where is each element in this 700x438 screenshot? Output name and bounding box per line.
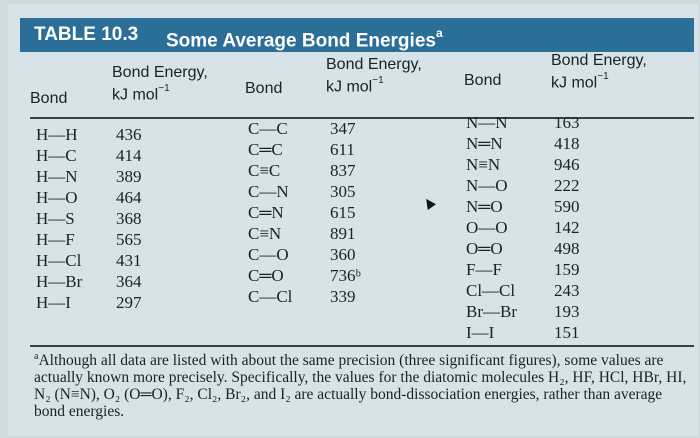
header-energy-3-line2: kJ mol−1 <box>551 71 609 92</box>
table-number: TABLE 10.3 <box>34 24 139 45</box>
bond-label: O═O <box>466 239 503 258</box>
header-energy-1-line2: kJ mol−1 <box>112 83 170 104</box>
header-energy-3: Bond Energy, kJ mol−1 <box>551 52 647 92</box>
energy-column-1: 436 414 389 464 368 565 431 364 297 <box>116 124 142 313</box>
energy-column-3: 163 418 946 222 590 142 498 159 243 193 151 <box>554 112 580 343</box>
bond-label: H—C <box>36 146 77 165</box>
bond-label: N═N <box>466 134 503 153</box>
bond-column-2: C—C C═C C≡C C—N C═N C≡N C—O C═O C—Cl <box>248 118 292 307</box>
bond-energy-value: 151 <box>554 323 580 342</box>
title-footnote-marker: a <box>435 26 443 40</box>
footnote-rule <box>30 345 694 347</box>
bond-energy-value: 339 <box>330 287 356 306</box>
header-energy-2-line2: kJ mol−1 <box>326 75 384 96</box>
bond-energy-value: 142 <box>554 218 580 237</box>
bond-label: C—O <box>248 245 289 264</box>
bond-label: C—N <box>248 182 289 201</box>
bond-energy-value: 611 <box>330 140 355 159</box>
bond-label: N—N <box>466 113 508 132</box>
table-title-bar: TABLE 10.3 Some Average Bond Energiesa <box>20 18 694 52</box>
bond-energy-value: 498 <box>554 239 580 258</box>
table-title-text: Some Average Bond Energies <box>166 30 436 52</box>
bond-energy-value: 414 <box>116 146 142 165</box>
bond-label: I—I <box>466 323 495 342</box>
bond-label: Cl—Cl <box>466 281 516 300</box>
bond-energy-value: 389 <box>116 167 142 186</box>
bond-energy-value: 364 <box>116 272 142 291</box>
table-footnote: aAlthough all data are listed with about… <box>34 348 696 420</box>
bond-column-3: N—N N═N N≡N N—O N═O O—O O═O F—F Cl—Cl Br—Br I—I <box>466 112 517 343</box>
bond-energy-value: 222 <box>554 176 580 195</box>
bond-label: H—Br <box>36 272 83 291</box>
mouse-cursor-icon <box>422 196 436 210</box>
bond-label: C═N <box>248 203 284 222</box>
bond-energy-value: 736ᵇ <box>330 266 361 285</box>
bond-label: O—O <box>466 218 508 237</box>
bond-label: H—H <box>36 125 78 144</box>
bond-energy-value: 347 <box>330 119 356 138</box>
bond-energy-value: 163 <box>554 113 580 132</box>
table-title: Some Average Bond Energiesa <box>166 18 443 58</box>
header-energy-2-line1: Bond Energy, <box>326 56 422 73</box>
bond-label: C═O <box>248 266 284 285</box>
bond-label: H—N <box>36 167 78 186</box>
bond-label: N—O <box>466 176 508 195</box>
textbook-page: TABLE 10.3 Some Average Bond Energiesa B… <box>8 4 698 436</box>
header-bond-2: Bond <box>245 80 283 97</box>
bond-energy-value: 193 <box>554 302 580 321</box>
bond-energy-value: 565 <box>116 230 142 249</box>
bond-label: C≡N <box>248 224 282 243</box>
bond-energy-value: 297 <box>116 293 142 312</box>
header-energy-2: Bond Energy, kJ mol−1 <box>326 56 422 96</box>
bond-label: Br—Br <box>466 302 517 321</box>
bond-label: H—Cl <box>36 251 82 270</box>
bond-label: C—C <box>248 119 288 138</box>
bond-energy-value: 590 <box>554 197 580 216</box>
bond-energy-value: 243 <box>554 281 580 300</box>
bond-energy-value: 431 <box>116 251 142 270</box>
bond-label: C—Cl <box>248 287 293 306</box>
bond-energy-value: 464 <box>116 188 142 207</box>
bond-column-1: H—H H—C H—N H—O H—S H—F H—Cl H—Br H—I <box>36 124 82 313</box>
footnote-text: Although all data are listed with about … <box>34 352 687 421</box>
bond-label: C═C <box>248 140 283 159</box>
bond-energy-value: 946 <box>554 155 580 174</box>
bond-label: H—I <box>36 293 71 312</box>
energy-column-2: 347 611 837 305 615 891 360 736ᵇ 339 <box>330 118 361 307</box>
bond-label: N≡N <box>466 155 501 174</box>
bond-energy-value: 159 <box>554 260 580 279</box>
header-energy-1: Bond Energy, kJ mol−1 <box>112 64 208 104</box>
header-energy-1-line1: Bond Energy, <box>112 64 208 81</box>
header-energy-3-line1: Bond Energy, <box>551 52 647 69</box>
bond-label: C≡C <box>248 161 281 180</box>
bond-label: H—F <box>36 230 75 249</box>
bond-energy-value: 837 <box>330 161 356 180</box>
bond-energy-value: 368 <box>116 209 142 228</box>
bond-energy-value: 418 <box>554 134 580 153</box>
header-bond-1: Bond <box>30 90 68 107</box>
bond-energy-value: 305 <box>330 182 356 201</box>
bond-label: N═O <box>466 197 503 216</box>
bond-label: H—O <box>36 188 78 207</box>
bond-energy-value: 360 <box>330 245 356 264</box>
bond-label: H—S <box>36 209 75 228</box>
bond-label: F—F <box>466 260 502 279</box>
bond-energy-value: 615 <box>330 203 356 222</box>
bond-energy-value: 891 <box>330 224 356 243</box>
footnote-marker: a <box>34 351 39 362</box>
header-rule <box>30 117 694 119</box>
bond-energy-value: 436 <box>116 125 142 144</box>
header-bond-3: Bond <box>464 72 502 89</box>
